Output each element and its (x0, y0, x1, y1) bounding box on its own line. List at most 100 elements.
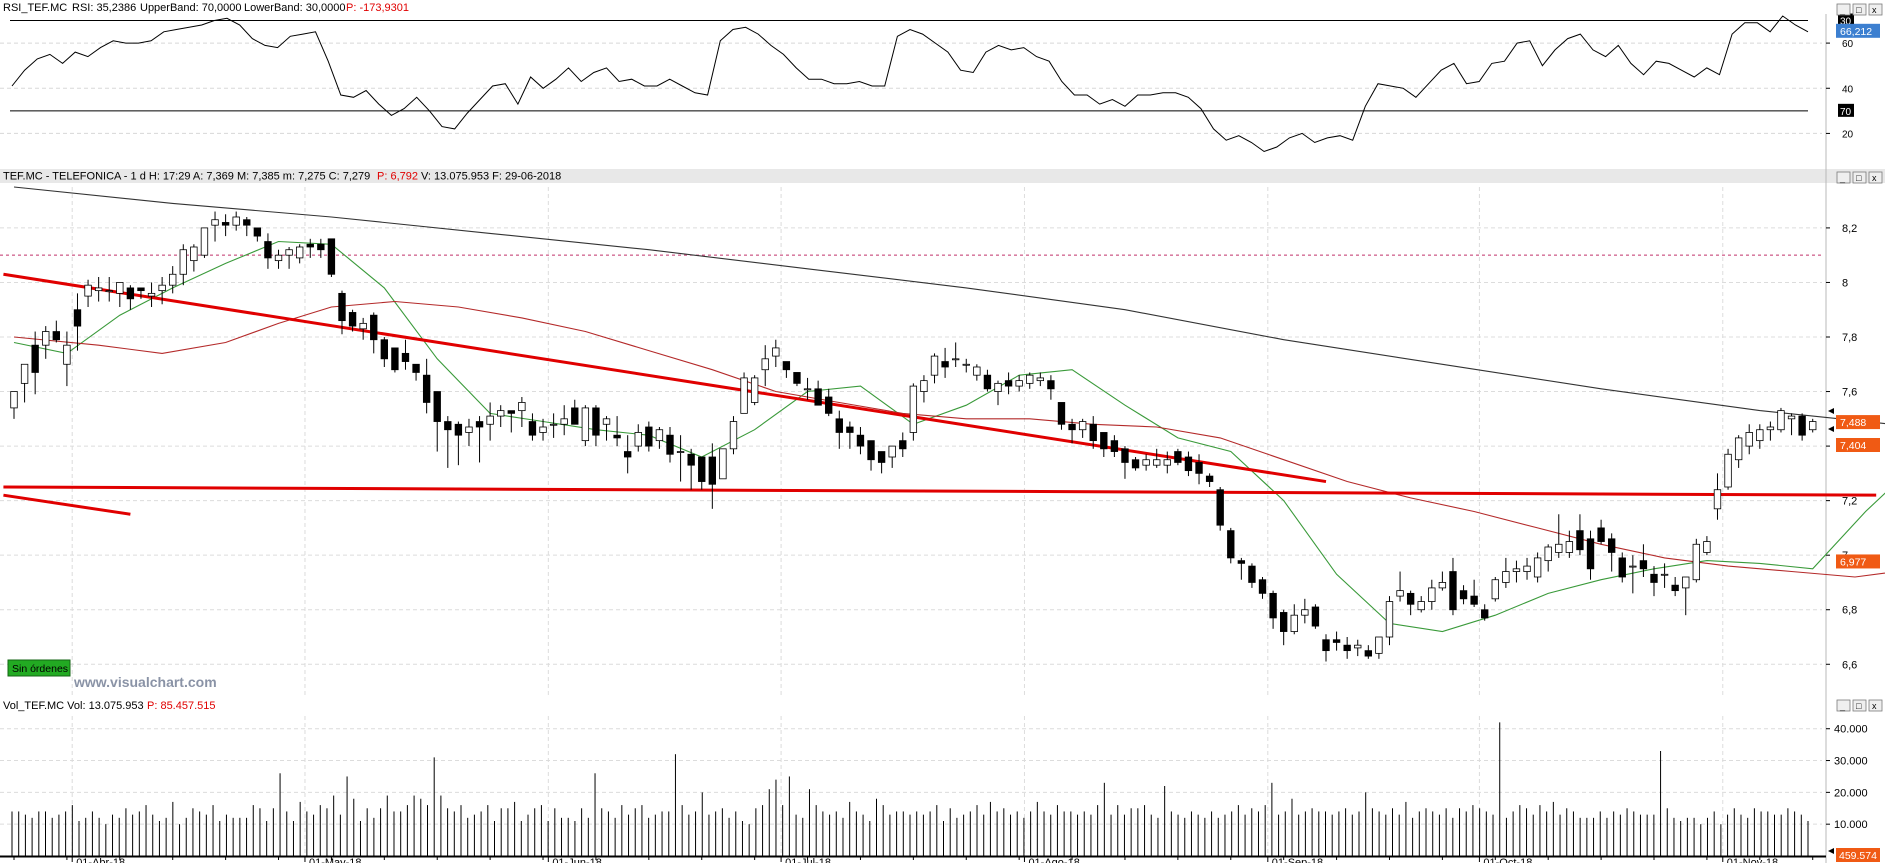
price-tag-label: 6,977 (1840, 556, 1866, 568)
candle (507, 410, 515, 433)
candle-body (1068, 423, 1076, 431)
window-button-glyph[interactable]: _ (1839, 5, 1846, 15)
candle (602, 416, 611, 441)
window-button[interactable]: □ (1852, 699, 1867, 712)
date-tick-label: 01-Oct-18 (1483, 857, 1532, 863)
candle (888, 445, 896, 468)
candle-body (803, 388, 812, 391)
candle (1110, 435, 1119, 457)
candle-body (888, 445, 896, 458)
date-tick-label: 01-Sep-18 (1272, 857, 1323, 863)
candle (486, 402, 494, 441)
candle (825, 388, 833, 417)
candle (105, 277, 113, 302)
date-tick-label: 01-Abr-18 (76, 857, 125, 863)
candle-body (1724, 453, 1732, 488)
candle (941, 347, 949, 378)
window-button[interactable]: □ (1852, 171, 1867, 184)
window-button[interactable]: _ (1836, 699, 1851, 712)
window-button-glyph[interactable]: □ (1856, 173, 1862, 183)
window-button-frame[interactable] (1868, 171, 1883, 184)
date-tick-label: 01-May-18 (309, 857, 362, 863)
candle (1004, 372, 1013, 395)
candle-body (920, 380, 928, 392)
candle-body (147, 292, 156, 297)
rsi-current-tag-label: 66,212 (1840, 26, 1872, 38)
window-button[interactable]: □ (1852, 3, 1867, 16)
window-button-frame[interactable] (1852, 171, 1867, 184)
vol-header-bar (0, 697, 1885, 711)
candle (1428, 579, 1436, 610)
candle (380, 337, 389, 367)
candle-body (528, 421, 537, 436)
candle (1100, 432, 1108, 457)
candle-body (465, 426, 473, 433)
candle (412, 363, 420, 381)
candle (1311, 604, 1320, 629)
candle-body (698, 456, 706, 482)
candle-body (401, 352, 410, 362)
trendline[interactable] (3, 493, 131, 516)
window-button-frame[interactable] (1836, 699, 1851, 712)
candle-body (1671, 584, 1679, 592)
volume-current-tag (1836, 848, 1880, 862)
candle (1756, 424, 1764, 449)
candle (179, 244, 187, 286)
candle-body (1311, 606, 1320, 627)
window-button[interactable]: x (1868, 171, 1883, 184)
candle-body (1523, 565, 1531, 572)
candle-body (1237, 560, 1246, 564)
window-button-glyph[interactable]: □ (1856, 701, 1862, 711)
window-button-frame[interactable] (1868, 699, 1883, 712)
window-button-glyph[interactable]: □ (1856, 5, 1862, 15)
volume-p-label: P: 85.457.515 (147, 700, 216, 712)
window-button-frame[interactable] (1868, 3, 1883, 16)
trendline[interactable] (3, 485, 1877, 497)
candle-body (1131, 459, 1140, 469)
window-button-glyph[interactable]: x (1872, 5, 1877, 15)
window-button-glyph[interactable]: _ (1839, 701, 1846, 711)
candle (137, 287, 145, 299)
candle (867, 440, 875, 471)
price-tick-label: 7,6 (1842, 387, 1857, 399)
candle (814, 380, 822, 406)
candle-body (1375, 636, 1383, 654)
candle-body (740, 377, 748, 414)
candle (1047, 375, 1055, 400)
candle-body (846, 426, 854, 433)
candle-body (105, 290, 113, 293)
candle-body (295, 246, 304, 259)
candle (295, 244, 304, 264)
candle-body (274, 254, 283, 262)
candle (1057, 402, 1066, 430)
candle-body (793, 372, 801, 384)
candle-body (1766, 426, 1775, 431)
window-button-frame[interactable] (1852, 699, 1867, 712)
candle-body (825, 396, 833, 414)
candle (317, 238, 325, 258)
volume-tick-label: 10.000 (1834, 819, 1868, 831)
window-button-glyph[interactable]: x (1872, 173, 1877, 183)
window-button-glyph[interactable]: _ (1839, 173, 1846, 183)
window-button-frame[interactable] (1836, 171, 1851, 184)
candle-body (973, 366, 981, 376)
window-button[interactable]: _ (1836, 171, 1851, 184)
candle-body (1385, 601, 1394, 638)
window-button-glyph[interactable]: x (1872, 701, 1877, 711)
window-button[interactable]: _ (1836, 3, 1851, 16)
candle-body (1110, 440, 1119, 452)
price-tag (1836, 438, 1880, 452)
window-button[interactable]: x (1868, 3, 1883, 16)
candle-body (1798, 415, 1806, 436)
candle (708, 443, 717, 509)
candle-body (571, 407, 579, 425)
candle (1607, 533, 1616, 572)
window-button-frame[interactable] (1836, 3, 1851, 16)
candle (465, 418, 473, 447)
price-tick-label: 6,6 (1842, 659, 1857, 671)
window-button[interactable]: x (1868, 699, 1883, 712)
candle-body (1227, 530, 1235, 559)
window-button-frame[interactable] (1852, 3, 1867, 16)
candle (285, 247, 293, 269)
